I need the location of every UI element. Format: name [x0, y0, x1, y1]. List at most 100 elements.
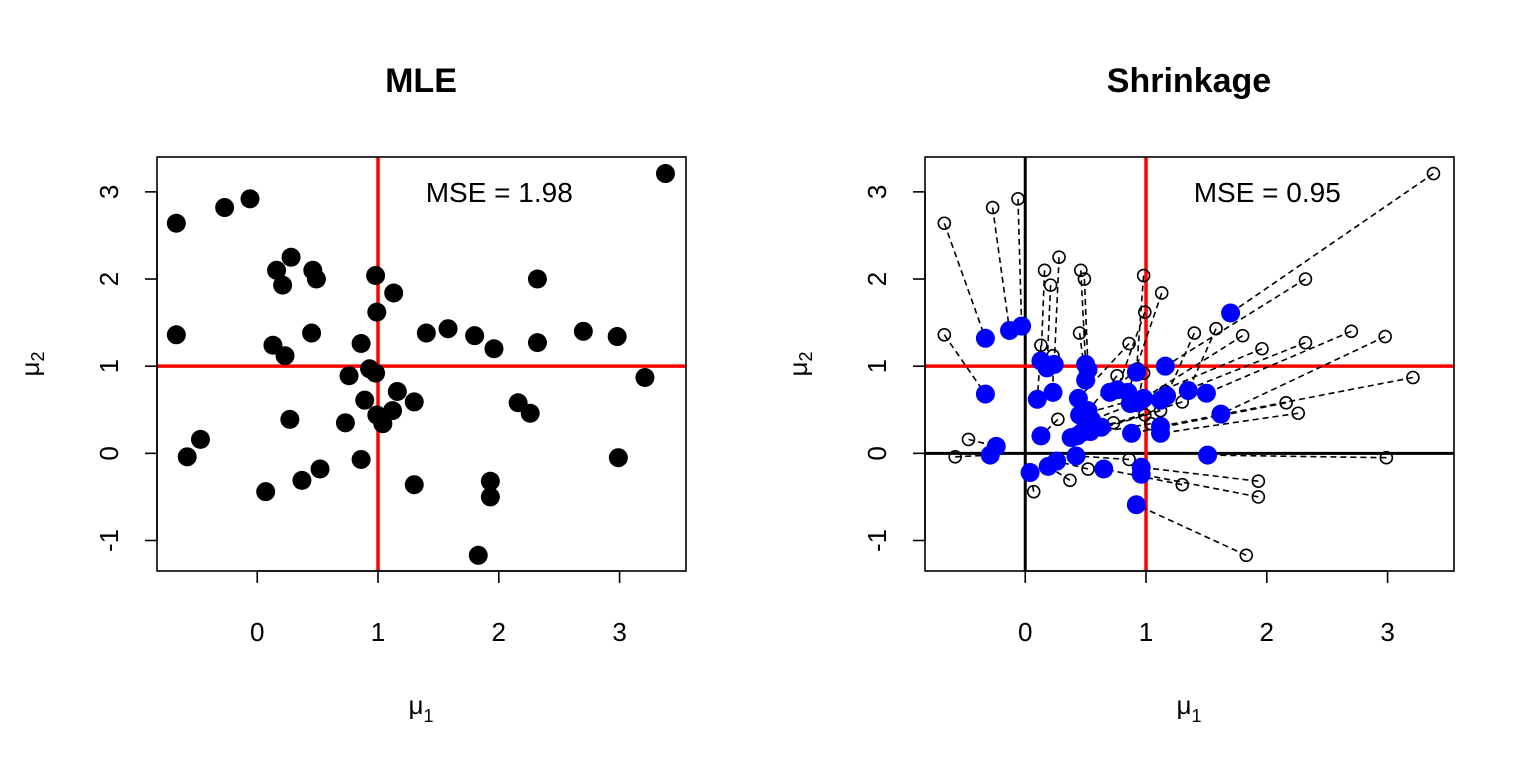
- data-point: [607, 327, 627, 347]
- mle-point: [1251, 490, 1266, 504]
- shrinkage-link: [1187, 328, 1217, 391]
- mle-point: [1063, 473, 1077, 488]
- shrinkage-link: [1017, 198, 1023, 327]
- shrinkage-link: [1160, 376, 1414, 428]
- x-tick-label: 2: [492, 617, 506, 647]
- data-point: [480, 487, 500, 507]
- data-point: [527, 269, 547, 289]
- shrinkage-link: [1207, 454, 1387, 459]
- data-point: [280, 409, 300, 429]
- shrunk-point: [1067, 426, 1087, 446]
- shrunk-point: [1037, 358, 1057, 378]
- shrunk-point: [1128, 393, 1148, 413]
- mle-point: [1344, 324, 1359, 339]
- plot-frame: [924, 156, 1455, 572]
- mle-point: [1052, 250, 1066, 265]
- y-tick-label: 3: [94, 185, 124, 199]
- shrunk-point: [1020, 463, 1040, 483]
- mle-point: [1077, 272, 1092, 286]
- mle-point: [1136, 268, 1151, 283]
- shrinkage-link: [1046, 285, 1052, 368]
- y-tick-label: 3: [862, 185, 892, 199]
- shrunk-point: [1211, 404, 1231, 424]
- shrunk-point: [1066, 446, 1086, 466]
- data-point: [256, 482, 276, 502]
- data-point: [465, 326, 485, 346]
- mle-point: [1122, 452, 1136, 467]
- shrunk-point: [1043, 382, 1063, 402]
- data-point: [438, 319, 458, 339]
- shrinkage-link: [1136, 504, 1247, 557]
- y-tick-label: 0: [94, 446, 124, 460]
- shrunk-point: [1076, 370, 1096, 390]
- data-point: [635, 368, 655, 388]
- shrinkage-link: [1141, 473, 1259, 498]
- shrunk-point: [1027, 389, 1047, 409]
- shrinkage-link: [1040, 418, 1059, 437]
- mle-point: [1298, 272, 1313, 286]
- shrinkage-link: [1206, 330, 1352, 394]
- shrinkage-link: [1160, 412, 1299, 435]
- y-tick-label: -1: [94, 529, 124, 552]
- shrunk-point: [980, 445, 1000, 465]
- data-point: [306, 269, 326, 289]
- mle-point: [1239, 548, 1254, 563]
- data-point: [302, 323, 322, 343]
- chart-title: MLE: [385, 62, 457, 100]
- y-tick-label: -1: [862, 529, 892, 552]
- data-point: [366, 363, 386, 383]
- mle-point: [1251, 474, 1266, 489]
- mse-annotation: MSE = 1.98: [426, 177, 573, 208]
- data-point: [355, 390, 375, 410]
- data-point: [416, 323, 436, 343]
- mle-point: [937, 328, 952, 342]
- shrunk-point: [975, 384, 995, 404]
- chart-title: Shrinkage: [1107, 62, 1271, 100]
- data-point: [275, 346, 295, 366]
- shrunk-point: [1221, 303, 1241, 323]
- mle-point: [1235, 328, 1250, 343]
- panel-shrinkage: Shrinkage MSE = 0.95 0 1 2 3 -1 0 1 2 3 μ1 μ2: [783, 62, 1455, 726]
- shrinkage-link: [1135, 275, 1145, 373]
- shrunk-point: [1100, 382, 1120, 402]
- shrunk-point: [1196, 383, 1216, 403]
- mle-point: [1255, 341, 1269, 356]
- data-point: [310, 459, 330, 479]
- x-tick-label: 1: [371, 617, 385, 647]
- shrinkage-link: [1164, 278, 1306, 367]
- data-point: [166, 213, 186, 233]
- shrinkage-link: [1127, 292, 1163, 393]
- data-point: [339, 366, 359, 386]
- mle-point: [985, 200, 1000, 215]
- shrinkage-link: [1116, 311, 1146, 390]
- data-point: [166, 325, 186, 345]
- shrinkage-link: [1141, 466, 1259, 483]
- mle-point: [1154, 286, 1169, 300]
- shrinkage-link: [1230, 172, 1434, 314]
- mle-point: [1175, 477, 1190, 492]
- shrinkage-link: [1160, 341, 1306, 401]
- shrinkage-link: [1083, 278, 1089, 370]
- data-point: [480, 471, 500, 491]
- x-tick-label: 2: [1260, 617, 1274, 647]
- shrunk-point: [1122, 423, 1142, 443]
- shrunk-point: [1000, 320, 1020, 340]
- shrinkage-link: [943, 222, 987, 339]
- mle-point: [961, 432, 976, 447]
- data-point: [404, 392, 424, 412]
- mle-point: [1081, 462, 1095, 476]
- plot-frame: [156, 156, 687, 572]
- shrinkage-link: [943, 334, 987, 395]
- data-point: [190, 429, 210, 449]
- mle-point: [1291, 406, 1305, 421]
- x-tick-label: 0: [250, 617, 264, 647]
- mle-point: [1122, 336, 1136, 351]
- x-tick-label: 3: [612, 617, 626, 647]
- y-axis-label: μ2: [783, 352, 816, 377]
- data-point: [281, 247, 301, 267]
- shrunk-point: [1198, 445, 1218, 465]
- y-tick-label: 1: [862, 359, 892, 373]
- mle-point: [1074, 263, 1088, 278]
- shrunk-point: [1131, 464, 1151, 484]
